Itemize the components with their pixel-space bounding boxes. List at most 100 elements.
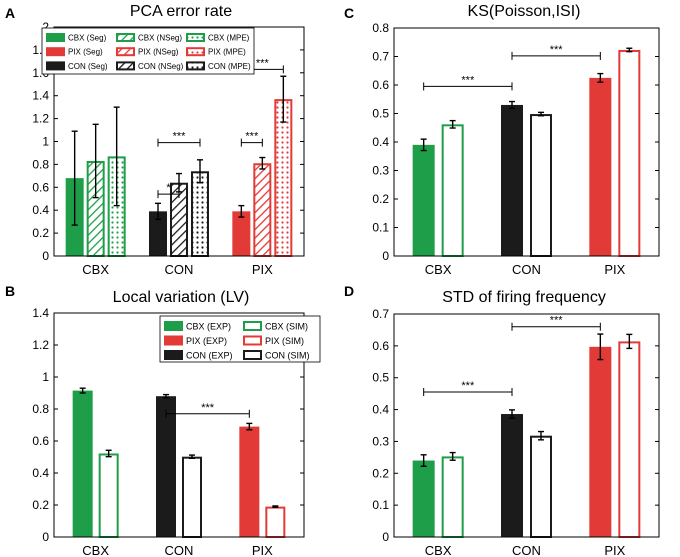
legend-label: PIX (MPE) — [208, 48, 246, 57]
bar — [182, 456, 202, 538]
bar — [589, 77, 612, 256]
bar — [72, 390, 93, 537]
panel-d-title: STD of firing frequency — [442, 289, 606, 306]
y-tick-label: 0 — [382, 249, 389, 263]
bar — [501, 104, 523, 256]
y-tick-label: 0.8 — [372, 21, 389, 35]
panel-letter-b: B — [5, 283, 15, 299]
legend-label: PIX (EXP) — [186, 336, 227, 346]
bar — [274, 99, 293, 258]
y-tick-label: 0.7 — [372, 50, 389, 64]
y-tick-label: 0.3 — [372, 434, 389, 448]
legend-label: PIX (NSeg) — [138, 48, 179, 57]
x-category-label: CON — [512, 543, 541, 557]
panel-letter-d: D — [344, 283, 354, 299]
y-tick-label: 0.2 — [32, 226, 49, 240]
significance-label: *** — [201, 402, 215, 414]
significance-label: *** — [256, 57, 270, 69]
legend-label: CBX (EXP) — [186, 322, 231, 332]
panel-c-plot: 0 0.1 0.2 0.3 0.4 0.5 0.6 0.7 0.8 *** *** CBX CON PIX — [372, 21, 660, 277]
y-tick-label: 0.6 — [32, 434, 49, 448]
bar — [149, 211, 167, 256]
x-category-label: CON — [165, 262, 194, 277]
panel-c: C KS(Poisson,ISI) 0 0.1 0.2 0.3 0.4 0.5 0.6 0.7… — [344, 3, 660, 277]
panel-a: A PCA error rate 00.20.40.60.811.21.41.6… — [5, 3, 305, 277]
legend-label: CON (NSeg) — [138, 62, 184, 71]
legend-label: CON (SIM) — [265, 351, 310, 361]
y-tick-label: 0.6 — [372, 78, 389, 92]
plot-frame — [393, 313, 660, 538]
legend-box — [41, 27, 255, 75]
y-tick-label: 0.6 — [32, 180, 49, 194]
legend-swatch — [46, 33, 65, 42]
bar — [232, 211, 251, 256]
bar — [239, 426, 260, 537]
x-category-label: CON — [165, 543, 194, 557]
legend-swatch — [116, 61, 135, 71]
legend-label: CON (MPE) — [208, 62, 251, 71]
y-tick-label: 0.8 — [32, 157, 49, 171]
bar — [530, 114, 552, 257]
significance-label: *** — [461, 74, 475, 86]
bar — [589, 346, 612, 537]
bar — [253, 163, 272, 258]
y-tick-label: 1 — [42, 370, 49, 384]
y-tick-label: 1.4 — [32, 306, 49, 320]
bar — [618, 341, 641, 539]
legend-box — [159, 315, 321, 363]
legend-swatch — [243, 321, 262, 331]
x-category-label: PIX — [252, 262, 273, 277]
legend-swatch — [164, 350, 183, 360]
y-tick-label: 1.4 — [32, 89, 49, 103]
y-tick-label: 1 — [42, 135, 49, 149]
legend-swatch — [243, 335, 262, 346]
significance-label: *** — [550, 44, 564, 56]
y-tick-label: 0.1 — [372, 221, 389, 235]
bar — [156, 396, 176, 537]
panel-b: B Local variation (LV) 0 0.2 0.4 0.6 0.8 1 1.2… — [5, 283, 321, 557]
legend-label: CBX (MPE) — [208, 34, 250, 43]
x-category-label: PIX — [252, 543, 273, 557]
y-tick-label: 0.2 — [372, 192, 389, 206]
bar — [618, 49, 641, 257]
x-category-label: PIX — [604, 543, 625, 557]
y-tick-label: 1.2 — [32, 112, 49, 126]
legend-swatch — [116, 33, 135, 42]
y-tick-label: 0.1 — [372, 498, 389, 512]
legend-label: CBX (Seg) — [68, 34, 107, 43]
y-tick-label: 0 — [42, 530, 49, 544]
x-category-label: CBX — [82, 543, 109, 557]
significance-label: * — [166, 182, 171, 194]
x-category-label: CBX — [82, 262, 109, 277]
y-tick-label: 0.4 — [372, 403, 389, 417]
bar — [191, 171, 209, 258]
legend-label: PIX (Seg) — [68, 48, 103, 57]
legend-swatch — [186, 61, 205, 71]
legend-swatch — [243, 350, 262, 360]
y-tick-label: 0.4 — [32, 203, 49, 217]
bar — [265, 506, 286, 539]
y-tick-label: 0.8 — [32, 402, 49, 416]
x-category-label: CON — [512, 262, 541, 277]
bar — [501, 414, 523, 537]
y-tick-label: 1.2 — [32, 338, 49, 352]
y-tick-label: 0.5 — [372, 371, 389, 385]
y-tick-label: 0.3 — [372, 164, 389, 178]
y-tick-label: 0.4 — [372, 135, 389, 149]
legend-swatch — [116, 47, 135, 57]
bar — [412, 144, 435, 256]
legend-label: CBX (NSeg) — [138, 34, 182, 43]
legend-label: CBX (SIM) — [265, 322, 308, 332]
legend-label: PIX (SIM) — [265, 336, 304, 346]
legend-swatch — [164, 321, 183, 331]
significance-label: *** — [173, 131, 187, 143]
panel-d: D STD of firing frequency 00.10.20.30.40… — [344, 283, 660, 557]
x-category-label: CBX — [425, 262, 452, 277]
y-tick-label: 0 — [382, 530, 389, 544]
panel-b-title: Local variation (LV) — [113, 289, 250, 306]
significance-label: *** — [461, 380, 475, 392]
y-tick-label: 2 — [42, 20, 49, 34]
bar — [98, 453, 119, 539]
x-category-label: CBX — [425, 543, 452, 557]
